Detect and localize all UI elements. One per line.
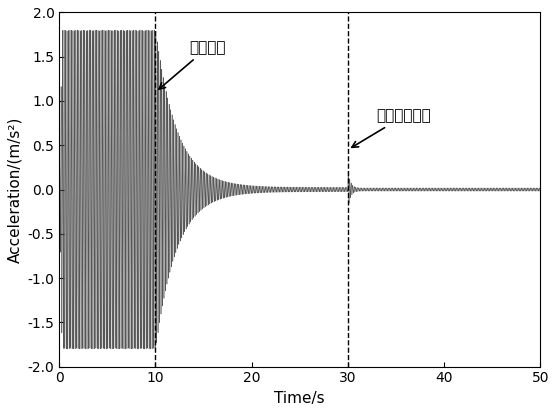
Text: 控制开始: 控制开始	[159, 40, 226, 89]
Text: 激励频率改变: 激励频率改变	[352, 109, 431, 147]
Y-axis label: Acceleration/(m/s²): Acceleration/(m/s²)	[7, 116, 22, 263]
X-axis label: Time/s: Time/s	[275, 391, 325, 406]
